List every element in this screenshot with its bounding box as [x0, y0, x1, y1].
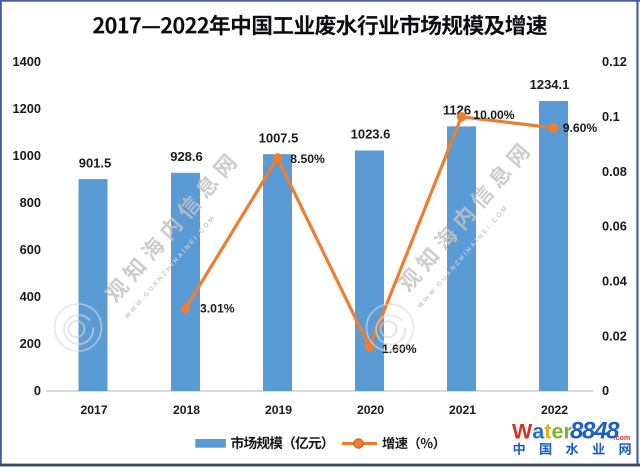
svg-text:1234.1: 1234.1 [530, 77, 570, 92]
svg-text:0: 0 [602, 383, 609, 398]
svg-text:0.08: 0.08 [602, 164, 627, 179]
svg-text:1007.5: 1007.5 [259, 130, 299, 145]
svg-text:2022: 2022 [541, 403, 568, 417]
svg-text:e: e [552, 420, 564, 444]
svg-text:0.04: 0.04 [602, 273, 628, 288]
svg-text:1023.6: 1023.6 [351, 127, 391, 142]
svg-text:10.00%: 10.00% [473, 108, 514, 122]
svg-text:8.50%: 8.50% [290, 152, 325, 166]
svg-text:600: 600 [20, 242, 41, 257]
svg-text:0: 0 [34, 383, 41, 398]
svg-text:400: 400 [20, 289, 41, 304]
svg-text:W: W [512, 420, 533, 444]
svg-text:1000: 1000 [13, 148, 41, 163]
svg-text:901.5: 901.5 [79, 155, 112, 170]
svg-text:0.12: 0.12 [602, 54, 627, 69]
svg-text:2021: 2021 [449, 403, 476, 417]
svg-text:2020: 2020 [357, 403, 384, 417]
svg-text:928.6: 928.6 [170, 149, 203, 164]
svg-text:a: a [532, 420, 545, 444]
svg-text:1400: 1400 [13, 54, 41, 69]
svg-text:.com: .com [614, 433, 631, 442]
svg-text:2019: 2019 [265, 403, 292, 417]
svg-text:0.06: 0.06 [602, 219, 627, 234]
svg-text:r: r [564, 420, 573, 444]
svg-text:2018: 2018 [173, 403, 200, 417]
svg-text:1200: 1200 [13, 101, 41, 116]
svg-text:t: t [544, 420, 551, 444]
svg-text:0.1: 0.1 [602, 109, 620, 124]
svg-text:9.60%: 9.60% [563, 121, 598, 135]
svg-text:2017: 2017 [80, 403, 107, 417]
svg-text:200: 200 [20, 336, 41, 351]
svg-text:3.01%: 3.01% [200, 302, 235, 316]
svg-text:800: 800 [20, 195, 41, 210]
svg-text:0.02: 0.02 [602, 328, 627, 343]
svg-text:8848: 8848 [570, 418, 620, 445]
